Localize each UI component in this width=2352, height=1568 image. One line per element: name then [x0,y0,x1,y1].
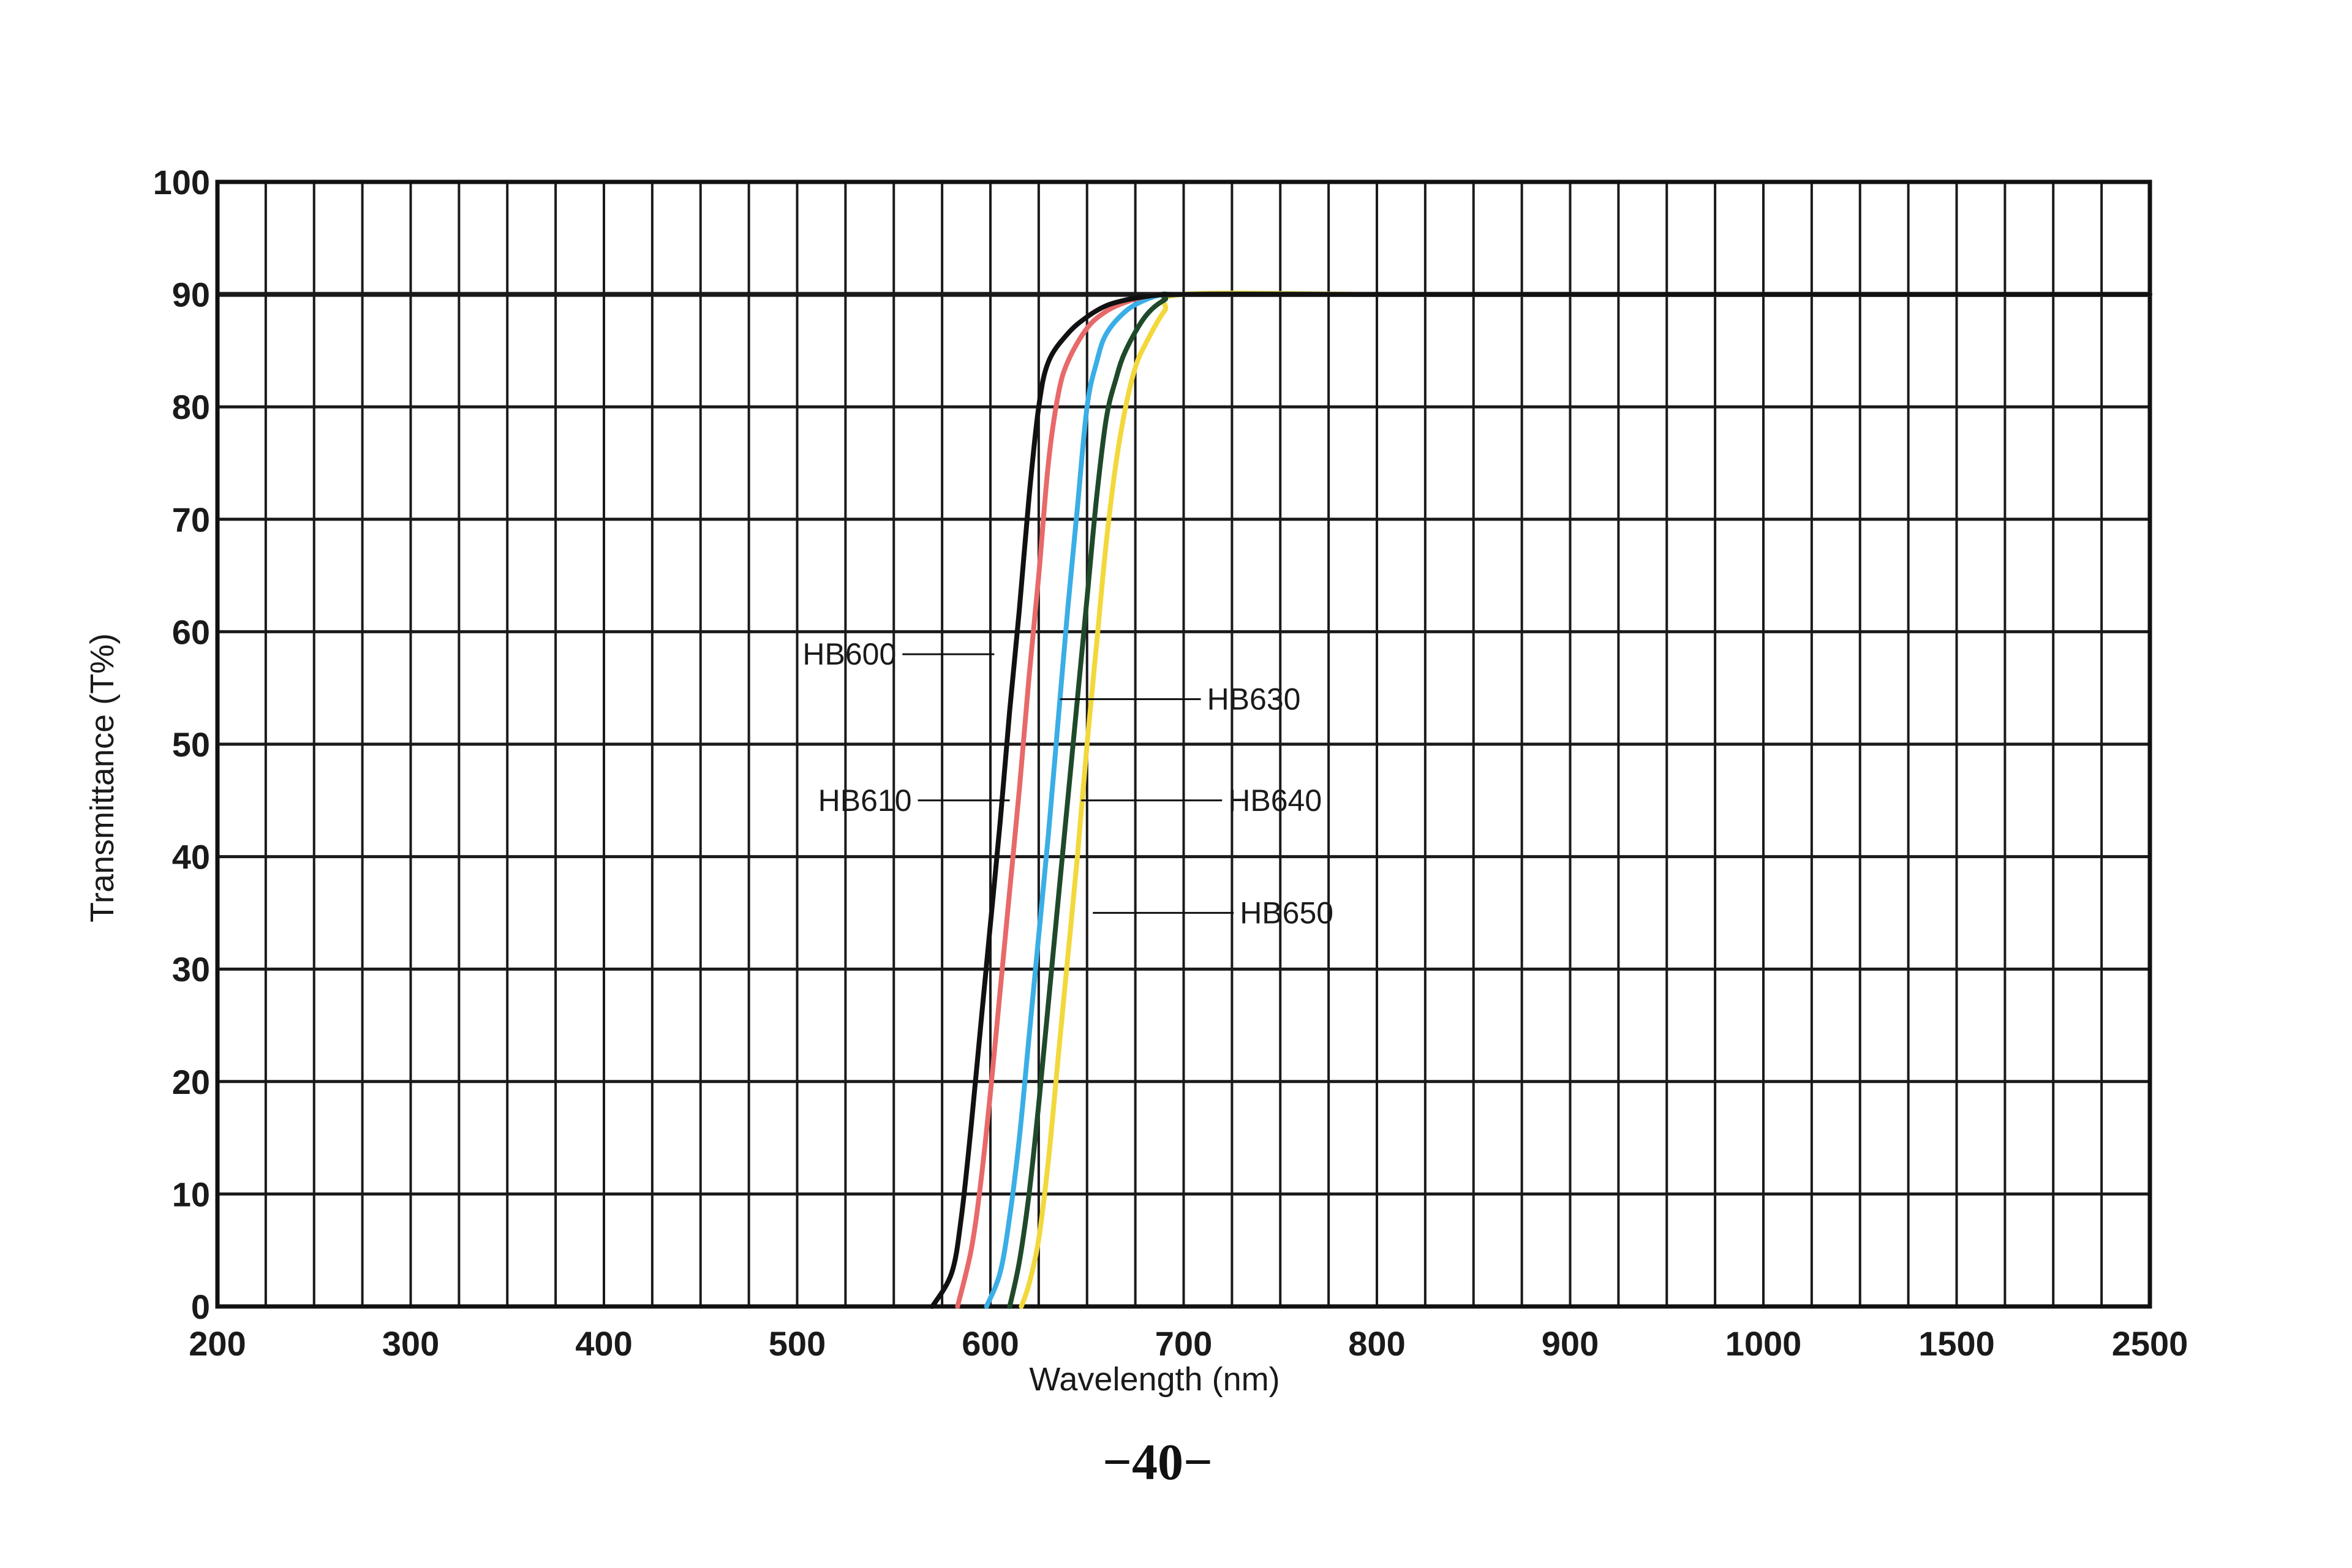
series-curves [930,290,2152,1309]
x-tick-label: 1000 [1725,1324,1802,1363]
series-label-hb630: HB630 [1207,682,1301,717]
x-tick-label: 700 [1155,1324,1212,1363]
x-tick-label: 600 [962,1324,1019,1363]
y-tick-label: 60 [172,612,210,651]
x-tick-label: 800 [1348,1324,1405,1363]
grid [216,180,2151,1308]
y-tick-label: 10 [172,1175,210,1213]
y-axis-title: Transmittance (T%) [84,633,121,922]
x-tick-label: 2500 [2112,1324,2188,1363]
series-label-hb650: HB650 [1240,895,1333,930]
x-tick-label: 400 [575,1324,632,1363]
series-annotations: HB600 HB610 HB630 HB640 HB650 [802,637,1333,930]
x-tick-label: 500 [769,1324,826,1363]
x-tick-label: 1500 [1918,1324,1995,1363]
axes [215,179,2152,1309]
series-label-hb600: HB600 [802,637,896,671]
y-tick-label: 80 [172,388,210,426]
y-tick-label: 100 [153,163,210,202]
y-tick-label: 40 [172,838,210,876]
y-tick-label: 0 [191,1287,210,1326]
x-tick-label: 900 [1542,1324,1599,1363]
y-tick-label: 70 [172,500,210,539]
series-label-hb610: HB610 [818,783,912,818]
series-label-hb640: HB640 [1228,783,1322,818]
x-axis-title: Wavelength (nm) [1029,1361,1280,1398]
y-tick-label: 30 [172,950,210,989]
page-number: −40− [1102,1434,1213,1491]
plot-frame [215,179,2152,1309]
series-line-hb600 [930,292,2152,1309]
tick-labels: 200 300 400 500 600 700 800 900 1000 1500 2500 0 10 2… [153,163,2188,1363]
y-tick-label: 50 [172,725,210,764]
x-tick-label: 200 [189,1324,246,1363]
y-tick-label: 20 [172,1063,210,1101]
y-tick-label: 90 [172,276,210,314]
x-tick-label: 300 [382,1324,439,1363]
